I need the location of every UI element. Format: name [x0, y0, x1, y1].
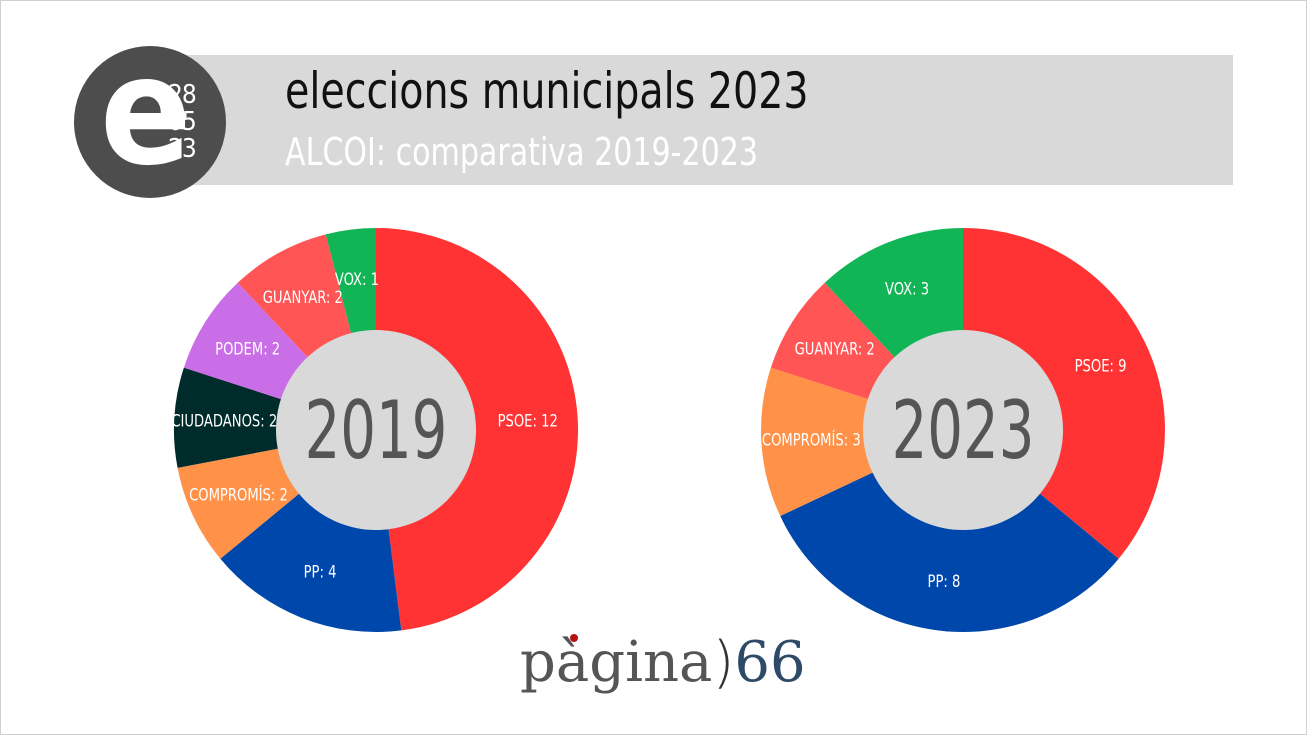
logo-date-day: 28 — [168, 80, 197, 110]
brand-number: 66 — [734, 630, 806, 695]
brand-name: pàgina — [520, 630, 713, 695]
page-title: eleccions municipals 2023 — [285, 62, 809, 120]
label-2019-compromís: COMPROMÍS: 2 — [189, 485, 288, 505]
logo-date: 28 05 23 — [168, 82, 208, 163]
label-2019-psoe: PSOE: 12 — [498, 410, 558, 430]
brand-logo: pàgina)66 — [520, 628, 806, 698]
page-subtitle: ALCOI: comparativa 2019-2023 — [285, 130, 759, 174]
donut-hole-2023 — [863, 330, 1063, 530]
label-2023-guanyar: GUANYAR: 2 — [795, 338, 875, 358]
slice-2023-compromís — [761, 367, 963, 517]
logo-date-year: 23 — [168, 134, 197, 164]
label-2023-pp: PP: 8 — [928, 571, 961, 591]
donut-hole-2019 — [276, 330, 476, 530]
logo-letter: e — [100, 25, 192, 199]
label-2023-psoe: PSOE: 9 — [1075, 355, 1127, 375]
year-label-2023: 2023 — [892, 383, 1035, 477]
label-2023-compromís: COMPROMÍS: 3 — [762, 429, 861, 449]
label-2019-podem: PODEM: 2 — [215, 338, 280, 358]
label-2019-ciudadanos: CIUDADANOS: 2 — [171, 410, 277, 430]
logo-date-month: 05 — [168, 107, 197, 137]
label-2019-guanyar: GUANYAR: 2 — [263, 287, 343, 307]
year-label-2019: 2019 — [305, 383, 448, 477]
brand-accent-dot — [570, 634, 578, 642]
brand-paren: ) — [712, 630, 735, 695]
label-2019-pp: PP: 4 — [304, 561, 337, 581]
slice-2019-ciudadanos — [174, 367, 376, 468]
label-2023-vox: VOX: 3 — [885, 279, 929, 299]
slice-2023-psoe — [963, 228, 1165, 559]
slice-2023-pp — [780, 430, 1119, 633]
label-2019-vox: VOX: 1 — [335, 269, 379, 289]
election-logo — [74, 46, 226, 198]
slice-2019-psoe — [376, 228, 578, 631]
header-band — [150, 55, 1233, 185]
